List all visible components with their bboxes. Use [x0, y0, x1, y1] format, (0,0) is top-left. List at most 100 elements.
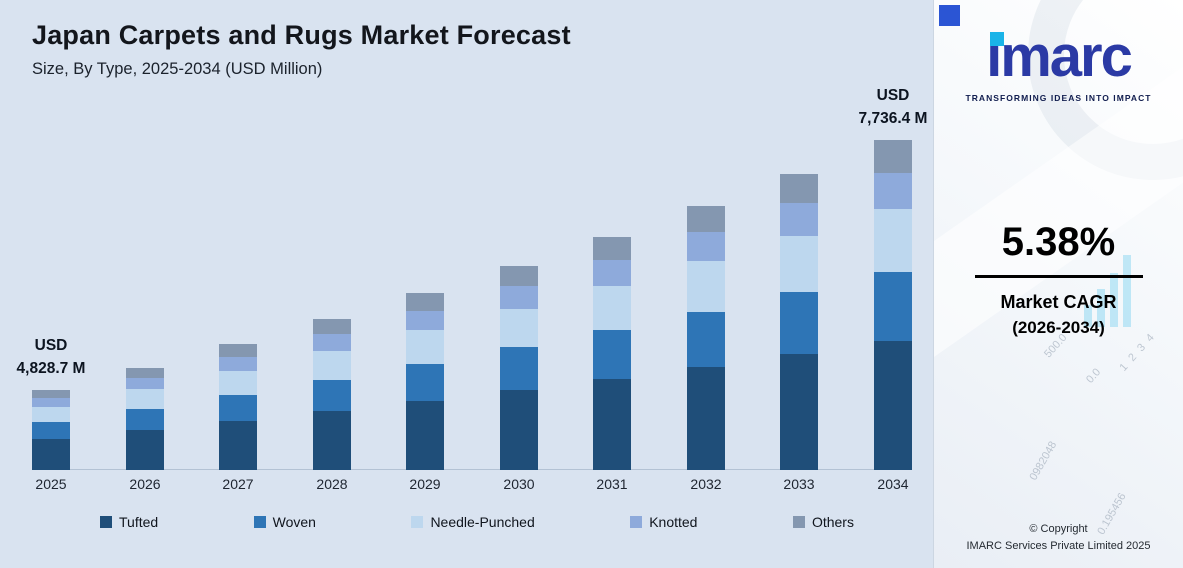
- legend-swatch-icon: [100, 516, 112, 528]
- stacked-bar-2027: [219, 344, 257, 470]
- legend-swatch-icon: [411, 516, 424, 528]
- stacked-bar-2032: [687, 206, 725, 470]
- chart-panel: Japan Carpets and Rugs Market Forecast S…: [0, 0, 933, 568]
- copyright-line-2: IMARC Services Private Limited 2025: [966, 539, 1151, 552]
- bar-segment-woven: [687, 311, 725, 368]
- bar-segment-tufted: [500, 390, 538, 470]
- bar-segment-tufted: [874, 341, 912, 470]
- copyright: © Copyright IMARC Services Private Limit…: [934, 521, 1183, 554]
- bar-segment-needle-punched: [406, 330, 444, 364]
- x-axis-line: [32, 469, 912, 470]
- x-axis-label: 2027: [222, 476, 254, 492]
- bar-segment-others: [32, 390, 70, 399]
- bar-segment-woven: [406, 363, 444, 402]
- x-axis-label: 2031: [596, 476, 628, 492]
- bar-segment-knotted: [406, 310, 444, 331]
- legend-label: Needle-Punched: [430, 514, 535, 530]
- bar-segment-others: [313, 319, 351, 335]
- logo-square-icon: [990, 32, 1004, 46]
- bar-segment-others: [593, 236, 631, 260]
- stacked-bar-2026: [126, 367, 164, 470]
- bar-segment-others: [687, 206, 725, 233]
- bar-segment-needle-punched: [780, 235, 818, 293]
- bar-segment-woven: [219, 394, 257, 421]
- bar-segment-needle-punched: [32, 406, 70, 423]
- legend-label: Tufted: [119, 514, 159, 530]
- bar-segment-others: [219, 344, 257, 357]
- x-axis-label: 2033: [783, 476, 815, 492]
- legend-item-needle-punched: Needle-Punched: [411, 514, 535, 530]
- bar-segment-knotted: [313, 334, 351, 352]
- corner-square-icon: [939, 5, 960, 26]
- x-axis-label: 2026: [129, 476, 161, 492]
- stacked-bar-2033: [780, 173, 818, 470]
- x-axis-label: 2034: [877, 476, 909, 492]
- imarc-logo-text: ımarc: [986, 24, 1133, 89]
- plot-area: USD 4,828.7 M USD 7,736.4 M 2025 2026 2027…: [17, 87, 928, 492]
- bar-segment-knotted: [593, 259, 631, 286]
- bar-segment-knotted: [219, 356, 257, 371]
- bar-segment-needle-punched: [313, 351, 351, 380]
- x-axis-label: 2030: [503, 476, 535, 492]
- legend-item-others: Others: [792, 514, 854, 530]
- bar-segment-knotted: [126, 378, 164, 390]
- imarc-logo: ımarc TRANSFORMING IDEAS INTO IMPACT: [934, 24, 1183, 104]
- bar-segment-knotted: [687, 232, 725, 262]
- bar-segment-others: [500, 265, 538, 287]
- sidebar: 500.0 0.0 1 2 3 4 0982048 0.195456 ımarc…: [933, 0, 1183, 568]
- bar-segment-woven: [32, 422, 70, 439]
- annotation-value: 7,736.4 M: [858, 109, 928, 127]
- annotation-first-bar: USD 4,828.7 M: [0, 335, 106, 380]
- decorative-number: 0982048: [1027, 439, 1060, 483]
- bar-segment-tufted: [219, 420, 257, 470]
- legend-label: Woven: [272, 514, 316, 530]
- bar-segment-needle-punched: [593, 285, 631, 330]
- bar-segment-needle-punched: [126, 389, 164, 409]
- bar-segment-needle-punched: [874, 209, 912, 272]
- bar-segment-tufted: [593, 378, 631, 470]
- cagr-divider: [974, 275, 1143, 278]
- legend-swatch-icon: [792, 516, 805, 528]
- stacked-bar-2028: [313, 319, 351, 470]
- bar-segment-others: [874, 140, 912, 173]
- bar-segment-knotted: [32, 398, 70, 407]
- x-axis-label: 2029: [409, 476, 441, 492]
- logo-tagline: TRANSFORMING IDEAS INTO IMPACT: [965, 93, 1152, 103]
- legend-swatch-icon: [253, 516, 266, 528]
- annotation-last-bar: USD 7,736.4 M: [838, 85, 948, 130]
- bar-segment-woven: [780, 292, 818, 355]
- legend-item-tufted: Tufted: [100, 514, 158, 530]
- x-axis-label: 2032: [690, 476, 722, 492]
- decorative-bar-chart: [1084, 255, 1131, 327]
- bar-segment-others: [406, 293, 444, 311]
- legend-item-woven: Woven: [253, 514, 316, 530]
- bar-segment-knotted: [500, 286, 538, 309]
- bar-segment-needle-punched: [687, 261, 725, 312]
- legend-label: Knotted: [649, 514, 698, 530]
- bar-segment-tufted: [126, 430, 164, 470]
- legend-item-knotted: Knotted: [630, 514, 697, 530]
- bar-segment-tufted: [406, 401, 444, 470]
- legend-label: Others: [811, 514, 854, 530]
- cagr-years: (2026-2034): [1012, 318, 1105, 337]
- bar-segment-woven: [500, 347, 538, 391]
- bar-segment-needle-punched: [500, 308, 538, 348]
- x-axis-label: 2025: [35, 476, 67, 492]
- cagr-label: Market CAGR: [1000, 292, 1117, 312]
- cagr-block: 5.38% Market CAGR (2026-2034): [934, 220, 1183, 338]
- stacked-bar-2025: [32, 390, 70, 470]
- bar-segment-tufted: [780, 354, 818, 470]
- chart-legend: Tufted Woven Needle-Punched Knotted Others: [32, 514, 912, 530]
- x-axis-label: 2028: [316, 476, 348, 492]
- bar-segment-woven: [593, 329, 631, 379]
- page-title: Japan Carpets and Rugs Market Forecast: [32, 20, 571, 50]
- cagr-value: 5.38%: [1001, 220, 1116, 264]
- stacked-bar-2034: [874, 140, 912, 470]
- bar-segment-needle-punched: [219, 370, 257, 395]
- annotation-usd-label: USD: [34, 337, 68, 355]
- decorative-number: 0.0: [1084, 366, 1104, 386]
- stacked-bar-2031: [593, 236, 631, 470]
- bar-segment-woven: [313, 379, 351, 412]
- bar-segment-woven: [874, 271, 912, 342]
